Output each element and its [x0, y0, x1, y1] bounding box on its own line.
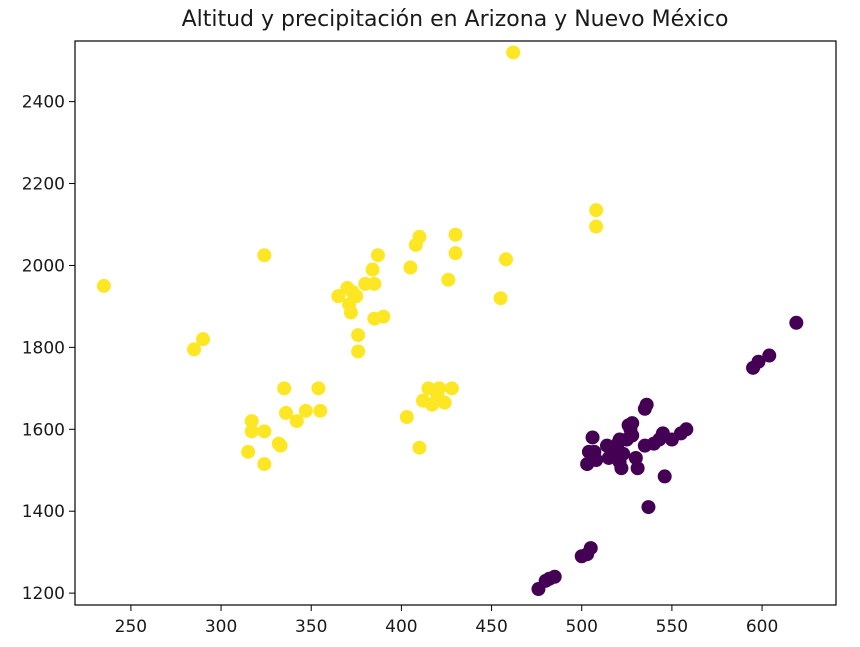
data-point: [370, 248, 385, 263]
data-point: [244, 414, 259, 429]
y-tick-label: 1200: [22, 584, 65, 604]
y-tick-label: 2400: [22, 93, 65, 113]
data-point: [432, 381, 447, 396]
y-tick-label: 2000: [22, 256, 65, 276]
data-point: [585, 430, 600, 445]
data-point: [349, 289, 364, 304]
data-point: [412, 440, 427, 455]
data-point: [331, 289, 346, 304]
x-tick-label: 550: [656, 617, 688, 637]
y-tick-label: 1400: [22, 502, 65, 522]
y-tick-label: 1600: [22, 420, 65, 440]
data-point: [289, 414, 304, 429]
axis-ticks: 250 300 350 400 450 500 550 600 1200 1400 1600 1800…: [22, 93, 779, 637]
data-point: [506, 45, 521, 60]
data-point: [351, 328, 366, 343]
data-point: [630, 461, 645, 476]
data-points: [96, 45, 804, 597]
data-point: [376, 309, 391, 324]
data-point: [762, 348, 777, 363]
data-point: [257, 424, 272, 439]
chart-title: Altitud y precipitación en Arizona y Nue…: [182, 7, 729, 32]
data-point: [448, 227, 463, 242]
y-tick-label: 2200: [22, 175, 65, 195]
data-point: [444, 381, 459, 396]
data-point: [639, 397, 654, 412]
data-point: [96, 278, 111, 293]
data-point: [241, 444, 256, 459]
data-point: [625, 416, 640, 431]
x-tick-label: 450: [475, 617, 507, 637]
data-point: [273, 438, 288, 453]
data-point: [498, 252, 513, 267]
x-tick-label: 600: [746, 617, 778, 637]
data-point: [583, 541, 598, 556]
data-point: [244, 424, 259, 439]
data-point: [589, 453, 604, 468]
data-point: [437, 395, 452, 410]
y-tick-label: 1800: [22, 338, 65, 358]
x-tick-label: 300: [205, 617, 237, 637]
data-point: [614, 461, 629, 476]
data-point: [751, 354, 766, 369]
data-point: [789, 315, 804, 330]
x-tick-label: 500: [566, 617, 598, 637]
data-point: [343, 305, 358, 320]
data-point: [367, 276, 382, 291]
data-point: [313, 403, 328, 418]
plot-frame: [74, 40, 837, 606]
data-point: [493, 291, 508, 306]
x-tick-label: 250: [115, 617, 147, 637]
data-point: [277, 381, 292, 396]
data-point: [278, 405, 293, 420]
data-point: [589, 203, 604, 218]
data-point: [257, 248, 272, 263]
data-point: [441, 272, 456, 287]
data-point: [616, 446, 631, 461]
x-tick-label: 350: [295, 617, 327, 637]
data-point: [421, 381, 436, 396]
data-point: [625, 428, 640, 443]
data-point: [448, 246, 463, 261]
data-point: [311, 381, 326, 396]
data-point: [641, 500, 656, 515]
data-point: [399, 410, 414, 424]
data-point: [351, 344, 366, 359]
data-point: [187, 342, 202, 357]
data-point: [679, 422, 694, 437]
data-point: [412, 229, 427, 244]
data-point: [257, 457, 272, 472]
data-point: [589, 219, 604, 234]
data-point: [196, 332, 211, 347]
data-point: [657, 469, 672, 484]
data-point: [403, 260, 418, 275]
data-point: [298, 403, 313, 418]
x-tick-label: 400: [385, 617, 417, 637]
data-point: [365, 262, 380, 277]
data-point: [547, 569, 562, 584]
